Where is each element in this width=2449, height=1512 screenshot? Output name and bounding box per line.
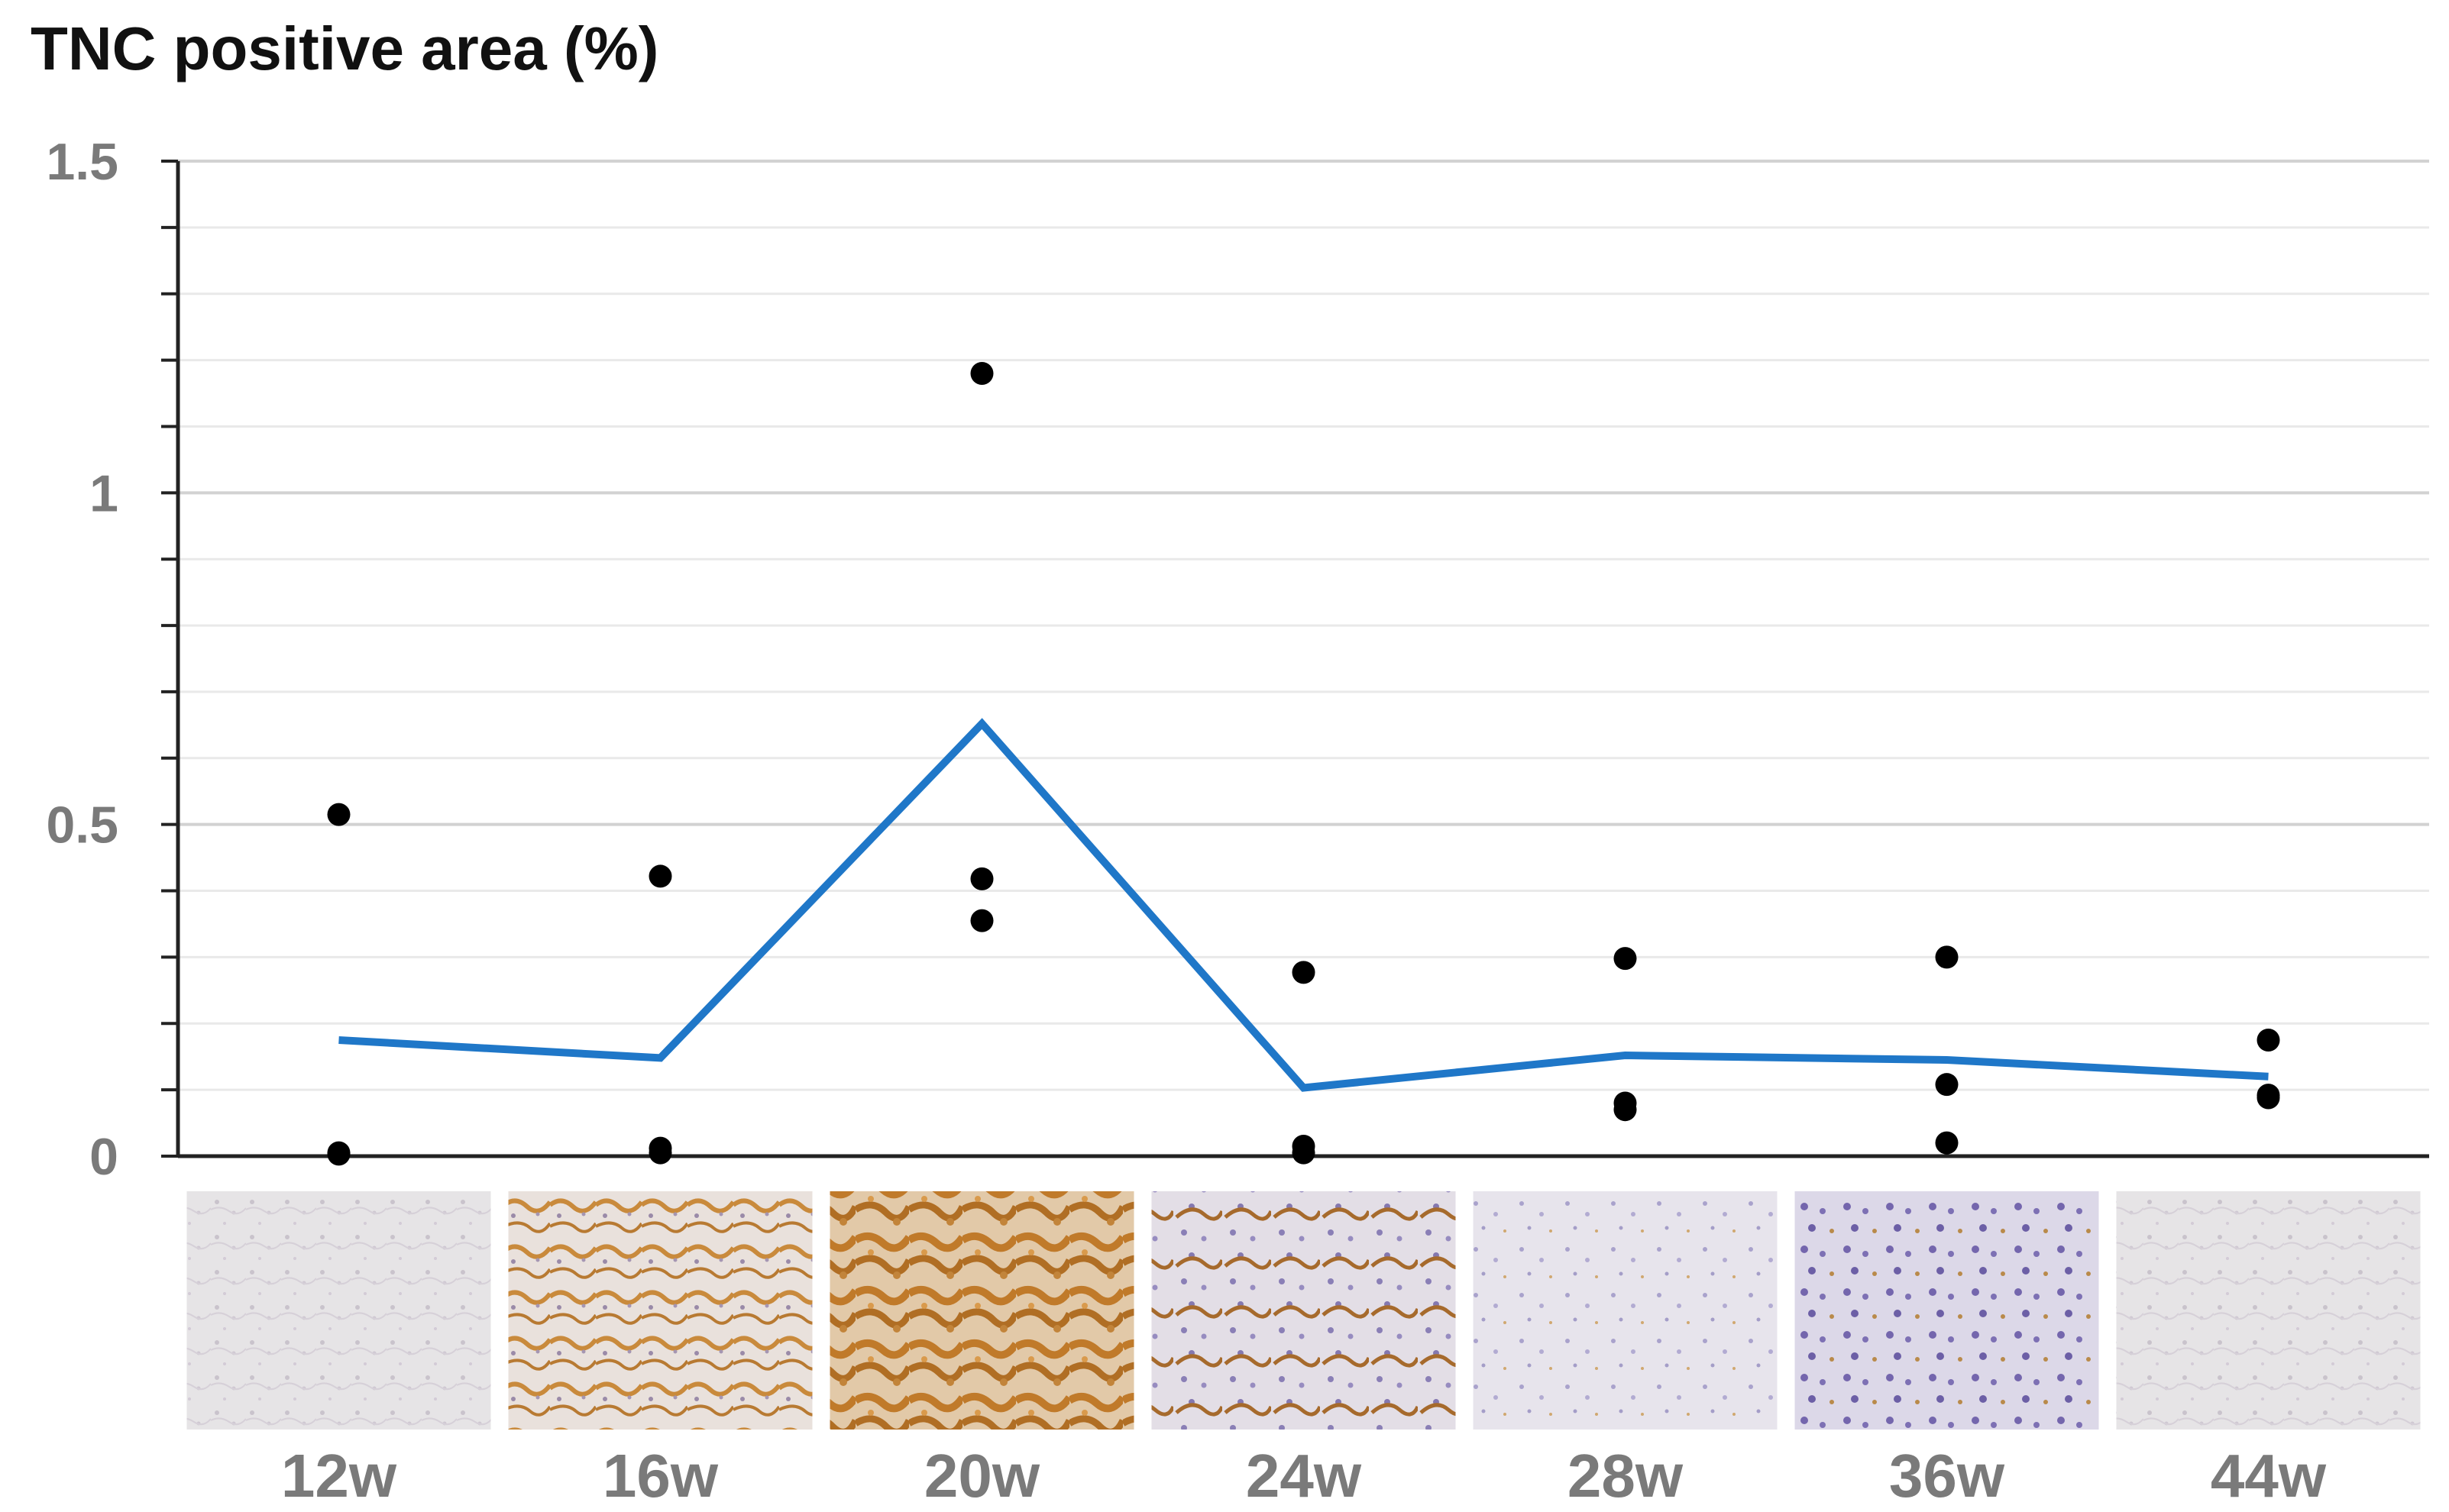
histology-panels [186,1191,2421,1430]
data-points [327,361,2280,1166]
x-tick-label: 24w [1246,1442,1362,1510]
histology-20w [830,1191,1134,1430]
data-point [649,1141,672,1165]
mean-line-series [338,718,2269,1092]
x-tick-label: 12w [281,1442,397,1510]
data-point [970,867,994,890]
x-tick-label: 44w [2211,1442,2327,1510]
y-tick-label: 1.5 [46,133,118,191]
y-tick-label: 1 [89,464,118,522]
y-tick-label: 0.5 [46,796,118,855]
axes [161,160,2429,1158]
data-point [2257,1086,2280,1110]
histology-36w [1794,1191,2099,1430]
y-axis-title: TNC positive area (%) [31,15,659,82]
data-point [1935,1073,1959,1097]
data-point [649,864,672,888]
data-point [1935,945,1959,969]
data-point [327,1142,351,1166]
data-point [1292,961,1315,984]
histology-16w [508,1191,813,1430]
x-tick-label: 16w [603,1442,719,1510]
x-tick-labels: 12w 16w 20w 24w 28w 36w 44w [281,1442,2327,1510]
data-point [970,361,994,385]
data-point [1935,1131,1959,1155]
histology-12w [186,1191,491,1430]
data-point [970,909,994,932]
y-tick-labels: 0 0.5 1 1.5 [46,133,118,1186]
data-point [1292,1141,1315,1165]
data-point [1613,947,1637,971]
series [338,718,2269,1092]
y-tick-label: 0 [89,1128,118,1186]
x-tick-label: 28w [1567,1442,1684,1510]
data-point [1613,1098,1637,1122]
x-tick-label: 20w [924,1442,1040,1510]
x-tick-label: 36w [1889,1442,2005,1510]
histology-28w [1473,1191,1778,1430]
grid [178,160,2429,1091]
histology-44w [2116,1191,2421,1430]
histology-24w [1151,1191,1456,1430]
data-point [327,803,351,826]
data-point [2257,1028,2280,1052]
